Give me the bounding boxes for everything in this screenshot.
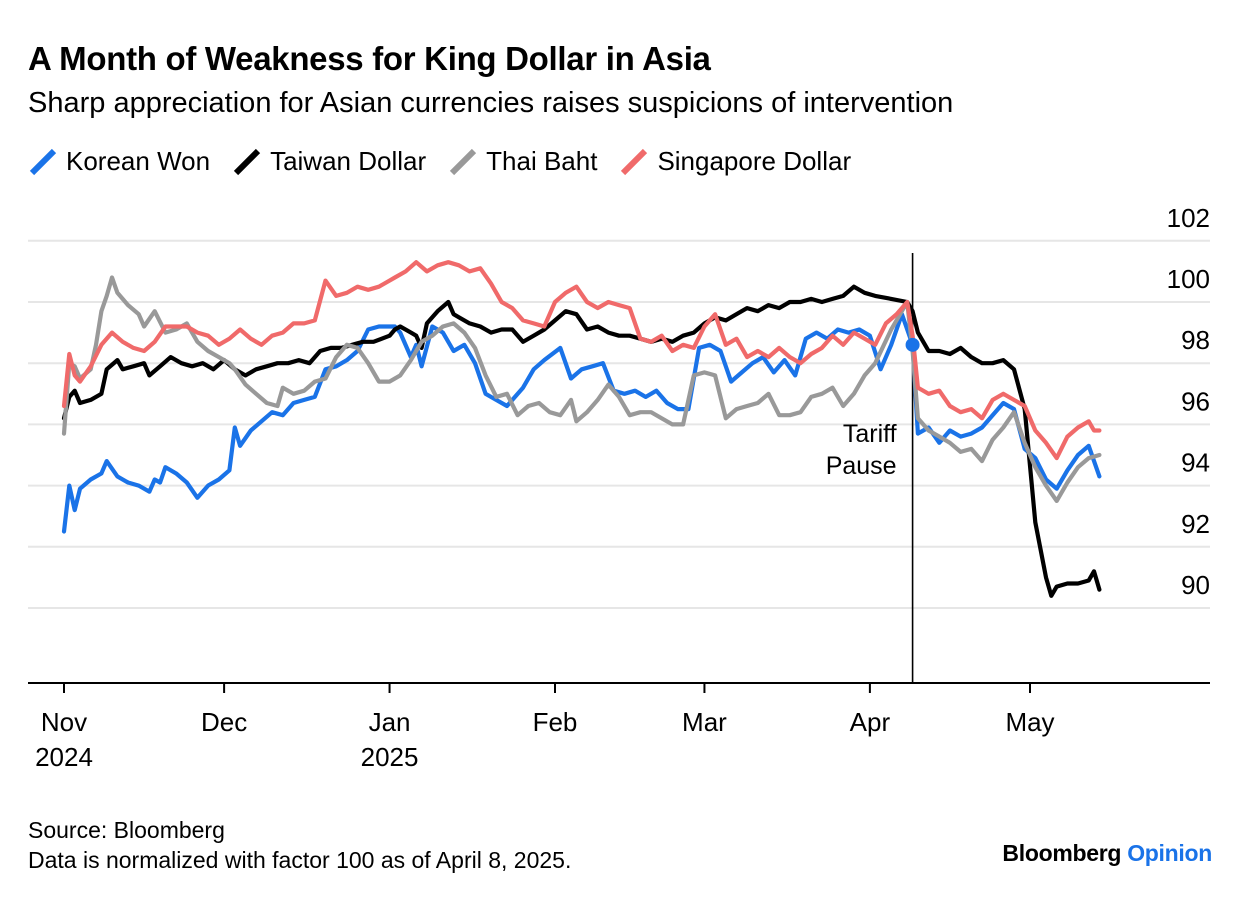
x-tick-label: Apr: [850, 707, 891, 737]
brand-name: Bloomberg: [1002, 840, 1122, 866]
y-tick-label: 94: [1181, 448, 1210, 478]
series-line-thai-baht: [61, 275, 1102, 503]
series-line-singapore-dollar: [61, 260, 1102, 461]
annotation-label: Pause: [826, 452, 897, 480]
legend-label: Korean Won: [66, 146, 211, 176]
x-tick-label: Mar: [682, 707, 727, 737]
legend-item: Korean Won: [28, 146, 210, 177]
x-tick-label: 2024: [35, 742, 93, 772]
normalization-note: Data is normalized with factor 100 as of…: [28, 847, 572, 873]
annotation-marker: [905, 337, 920, 352]
y-tick-label: 98: [1181, 325, 1210, 355]
y-tick-label: 90: [1181, 570, 1210, 600]
y-tick-label: 92: [1181, 509, 1210, 539]
chart-subtitle: Sharp appreciation for Asian currencies …: [28, 87, 954, 119]
legend-swatch: [29, 148, 57, 175]
annotation-label: Tariff: [843, 420, 897, 448]
series-line-korean-won: [61, 312, 1102, 534]
legend-swatch: [450, 148, 477, 175]
x-tick-label: Dec: [201, 707, 247, 737]
y-tick-label: 100: [1167, 264, 1210, 294]
legend-item: Taiwan Dollar: [232, 146, 426, 177]
legend-label: Taiwan Dollar: [270, 146, 427, 176]
y-tick-label: 102: [1167, 203, 1210, 233]
legend-swatch: [233, 148, 261, 175]
footer: Source: Bloomberg Data is normalized wit…: [28, 815, 571, 875]
x-tick-label: May: [1005, 707, 1054, 737]
source-note: Source: Bloomberg: [28, 817, 225, 843]
x-tick-label: Feb: [533, 707, 578, 737]
legend-label: Thai Baht: [486, 146, 598, 176]
brand-logo: Bloomberg Opinion: [1002, 840, 1212, 867]
series-line-taiwan-dollar: [61, 284, 1102, 598]
x-tick-label: Jan: [369, 707, 411, 737]
legend-item: Thai Baht: [448, 146, 597, 177]
x-tick-label: 2025: [361, 742, 419, 772]
y-tick-label: 96: [1181, 386, 1210, 416]
legend-item: Singapore Dollar: [619, 146, 851, 177]
legend: Korean Won Taiwan Dollar Thai Baht Singapor…: [28, 146, 873, 177]
x-tick-label: Nov: [41, 707, 87, 737]
chart-title: A Month of Weakness for King Dollar in A…: [28, 40, 711, 77]
brand-suffix: Opinion: [1127, 840, 1212, 866]
legend-swatch: [621, 148, 648, 175]
legend-label: Singapore Dollar: [657, 146, 852, 176]
